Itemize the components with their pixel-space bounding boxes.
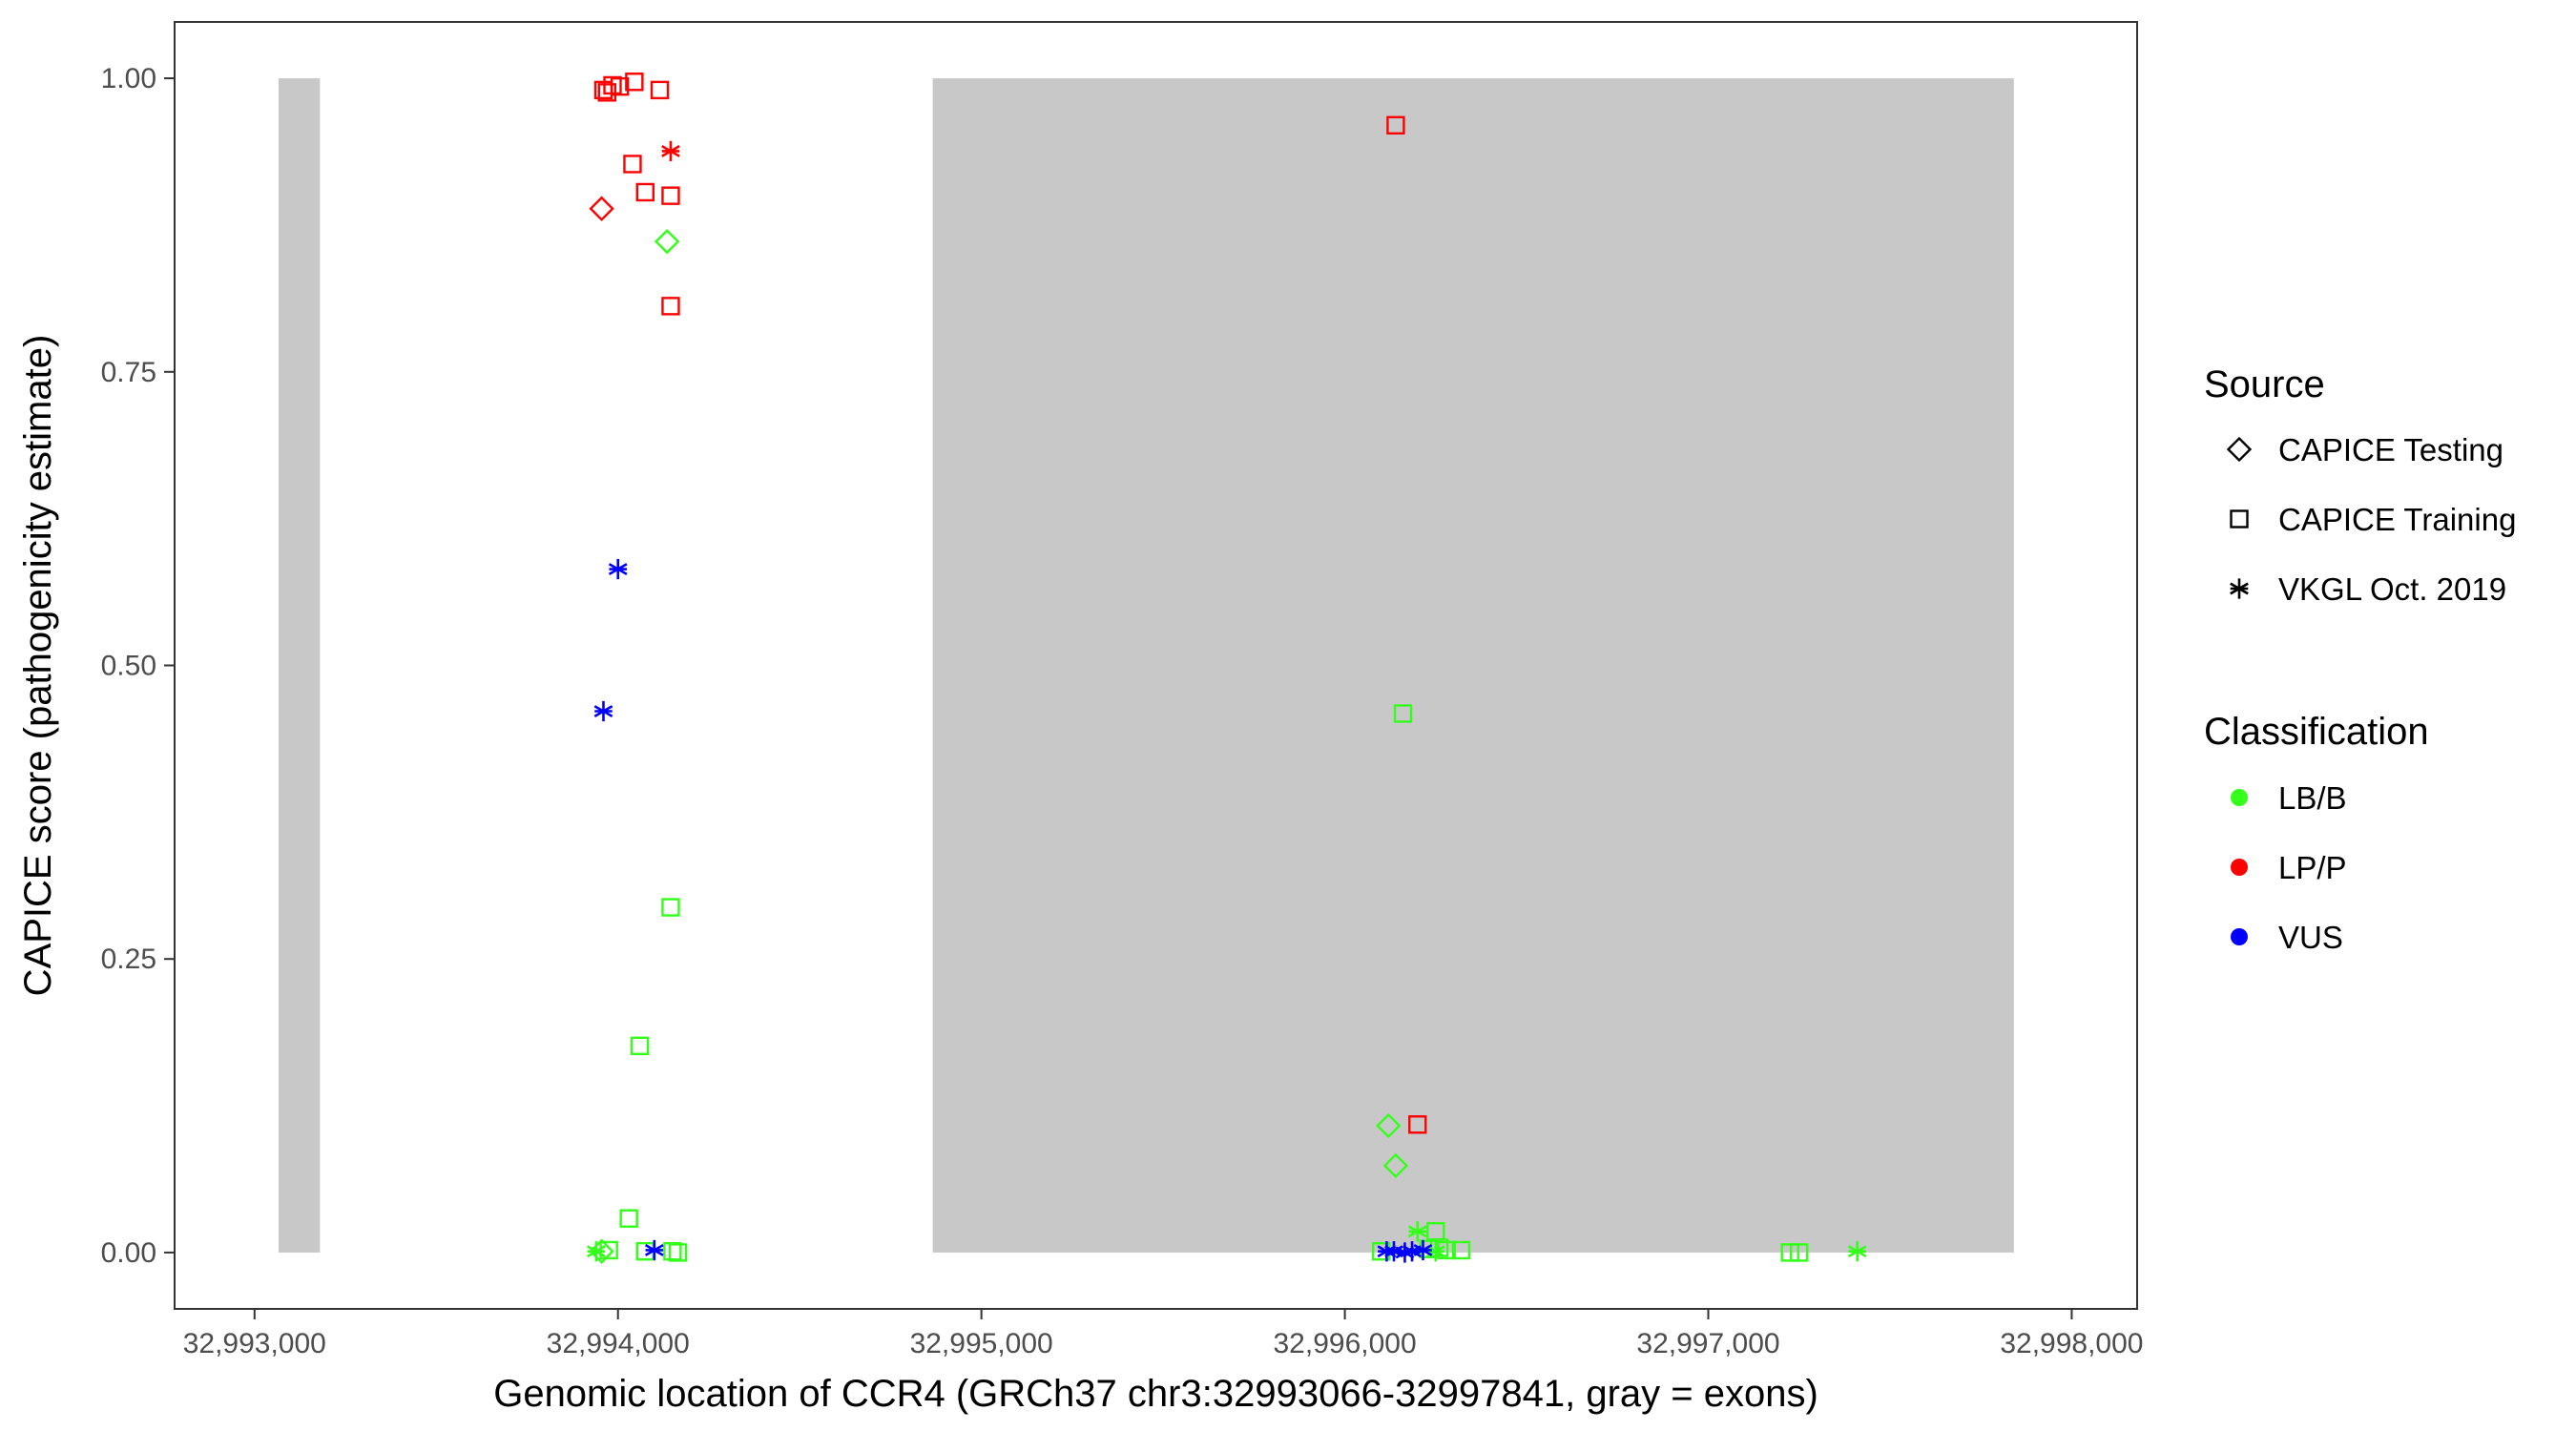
legend-key-dot (2231, 859, 2248, 876)
legend-key-dot (2231, 789, 2248, 806)
data-point-17 (630, 1036, 650, 1055)
data-points (587, 73, 1867, 1264)
data-point-18 (619, 1209, 638, 1228)
y-axis-title: CAPICE score (pathogenicity estimate) (17, 335, 59, 997)
exon-region-1 (278, 78, 321, 1253)
y-axis: 0.00 0.25 0.50 0.75 1.00 (101, 63, 175, 1269)
y-tick-label: 0.25 (101, 944, 156, 975)
legend: Source Classification CAPICE Testing CAPI… (2204, 363, 2516, 955)
data-point-37 (1451, 1240, 1471, 1260)
data-point-15 (593, 700, 613, 722)
data-point-28 (1376, 1112, 1402, 1139)
data-point-14 (608, 558, 628, 580)
data-point-9 (635, 182, 654, 202)
x-tick-label: 32,997,000 (1636, 1328, 1779, 1359)
data-point-23 (663, 1241, 682, 1261)
data-point-31 (1407, 1221, 1427, 1242)
legend-item-label: CAPICE Testing (2278, 432, 2503, 467)
data-point-24 (668, 1243, 688, 1262)
legend-item-label: CAPICE Training (2278, 502, 2516, 537)
x-axis-title: Genomic location of CCR4 (GRCh37 chr3:32… (493, 1373, 1818, 1415)
data-point-26 (1386, 115, 1405, 135)
data-point-21 (599, 1240, 618, 1260)
y-tick-label: 0.00 (101, 1237, 156, 1269)
exon-regions (278, 78, 2014, 1253)
data-point-20 (589, 1238, 614, 1264)
data-point-16 (661, 898, 680, 917)
x-tick-label: 32,995,000 (910, 1328, 1053, 1359)
data-point-12 (654, 228, 680, 255)
data-point-5 (625, 73, 644, 92)
data-point-6 (650, 80, 670, 100)
x-tick-label: 32,998,000 (2000, 1328, 2143, 1359)
data-point-4 (610, 76, 630, 96)
legend-item-label: VKGL Oct. 2019 (2278, 571, 2506, 607)
data-point-25 (644, 1239, 664, 1261)
exon-region-2 (932, 78, 2014, 1253)
data-point-11 (589, 196, 614, 221)
x-tick-label: 32,996,000 (1274, 1328, 1417, 1359)
data-point-27 (1393, 704, 1413, 723)
legend-item-label: VUS (2278, 920, 2343, 955)
x-axis: 32,993,000 32,994,000 32,995,000 32,996,000… (183, 1309, 2144, 1359)
y-tick-label: 0.50 (101, 651, 156, 682)
data-point-10 (661, 186, 680, 205)
data-point-13 (661, 297, 680, 316)
x-tick-label: 32,994,000 (547, 1328, 690, 1359)
data-point-8 (623, 155, 642, 174)
legend-item-label: LP/P (2278, 850, 2347, 885)
x-tick-label: 32,993,000 (183, 1328, 326, 1359)
legend-item-label: LB/B (2278, 780, 2347, 816)
y-tick-label: 0.75 (101, 357, 156, 388)
data-point-43 (1413, 1239, 1433, 1261)
legend-key-diamond (2226, 436, 2253, 463)
data-point-7 (661, 140, 680, 162)
data-point-30 (1382, 1152, 1409, 1179)
legend-key-dot (2231, 928, 2248, 945)
data-point-45 (1790, 1243, 1809, 1262)
data-point-29 (1408, 1115, 1427, 1134)
y-tick-label: 1.00 (101, 63, 156, 94)
legend-key-asterisk (2230, 578, 2249, 599)
legend-key-square (2230, 509, 2249, 529)
legend-title-source: Source (2204, 363, 2325, 405)
legend-title-classification: Classification (2204, 711, 2429, 753)
data-point-46 (1847, 1241, 1867, 1262)
